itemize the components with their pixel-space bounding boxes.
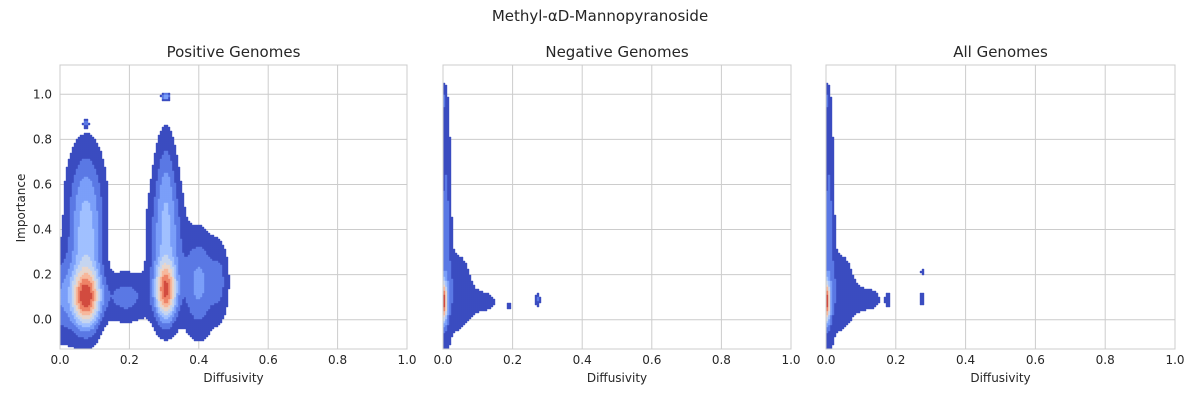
density-level-3 bbox=[442, 270, 450, 328]
x-tick-label: 0.2 bbox=[886, 353, 905, 367]
x-tick-label: 0.0 bbox=[50, 353, 69, 367]
x-tick-label: 0.0 bbox=[816, 353, 835, 367]
figure-suptitle: Methyl-αD-Mannopyranoside bbox=[492, 7, 708, 25]
x-tick-label: 0.6 bbox=[259, 353, 278, 367]
x-tick-label: 1.0 bbox=[781, 353, 800, 367]
x-tick-label: 0.8 bbox=[1096, 353, 1115, 367]
x-tick-label: 0.2 bbox=[503, 353, 522, 367]
plot-frame bbox=[59, 64, 408, 350]
density-level-2 bbox=[442, 94, 540, 334]
y-axis-label: Importance bbox=[14, 174, 28, 243]
x-tick-label: 0.8 bbox=[328, 353, 347, 367]
panel-positive-genomes: Positive Genomes Diffusivity Importance … bbox=[14, 43, 417, 385]
x-axis-label: Diffusivity bbox=[970, 371, 1030, 385]
panel-all-genomes: All Genomes Diffusivity 0.0 0.2 0.4 0.6 0.8 1… bbox=[816, 43, 1184, 385]
density-level-3 bbox=[825, 270, 833, 328]
x-tick-label: 0.2 bbox=[120, 353, 139, 367]
density-level-1 bbox=[825, 82, 925, 350]
panel-negative-genomes: Negative Genomes Diffusivity 0.0 0.2 0.4 0.… bbox=[433, 43, 800, 385]
y-tick-label: 0.8 bbox=[33, 132, 52, 146]
y-tick-label: 0.6 bbox=[33, 177, 52, 191]
x-tick-label: 0.6 bbox=[1026, 353, 1045, 367]
y-tick-label: 0.4 bbox=[33, 223, 52, 237]
x-tick-label: 0.6 bbox=[642, 353, 661, 367]
panel-title: Positive Genomes bbox=[167, 43, 301, 61]
y-tick-label: 0.0 bbox=[33, 313, 52, 327]
plot-frame bbox=[825, 64, 1176, 350]
y-tick-label: 1.0 bbox=[33, 87, 52, 101]
x-tick-label: 0.4 bbox=[956, 353, 975, 367]
panel-title: All Genomes bbox=[953, 43, 1048, 61]
x-tick-label: 0.4 bbox=[573, 353, 592, 367]
plot-frame bbox=[442, 64, 792, 350]
density-level-2 bbox=[825, 94, 837, 334]
x-tick-label: 0.8 bbox=[712, 353, 731, 367]
x-tick-label: 1.0 bbox=[397, 353, 416, 367]
x-axis-label: Diffusivity bbox=[587, 371, 647, 385]
x-tick-label: 0.4 bbox=[189, 353, 208, 367]
x-axis-label: Diffusivity bbox=[203, 371, 263, 385]
density-level-1 bbox=[442, 82, 542, 350]
panel-title: Negative Genomes bbox=[545, 43, 688, 61]
density-level-9 bbox=[79, 280, 169, 308]
y-tick-label: 0.2 bbox=[33, 268, 52, 282]
x-tick-label: 1.0 bbox=[1165, 353, 1184, 367]
x-tick-label: 0.0 bbox=[433, 353, 452, 367]
